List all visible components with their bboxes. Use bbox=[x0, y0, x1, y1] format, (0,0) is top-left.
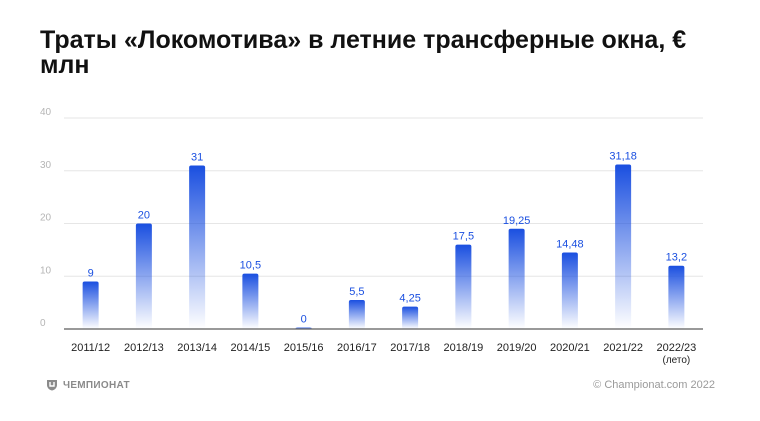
x-tick-label: 2016/17 bbox=[337, 342, 377, 354]
x-tick-sublabel: (лето) bbox=[662, 355, 690, 366]
x-tick-label: 2022/23 bbox=[656, 342, 696, 354]
x-tick-label: 2020/21 bbox=[550, 342, 590, 354]
x-tick-label: 2011/12 bbox=[71, 342, 110, 354]
y-tick-label: 10 bbox=[40, 265, 52, 276]
y-tick-label: 0 bbox=[40, 318, 46, 329]
value-label: 14,48 bbox=[556, 239, 584, 251]
bar bbox=[561, 252, 578, 329]
value-label: 31,18 bbox=[609, 151, 637, 163]
x-tick-label: 2012/13 bbox=[124, 342, 164, 354]
x-tick-label: 2015/16 bbox=[284, 342, 324, 354]
value-label: 0 bbox=[301, 314, 307, 326]
value-label: 5,5 bbox=[349, 286, 364, 298]
value-labels: 9 20 31 10,5 0 5,5 4,25 17,5 19,25 14,48 31,18 13,2 bbox=[88, 151, 688, 326]
bars bbox=[82, 164, 685, 329]
value-label: 17,5 bbox=[453, 231, 474, 243]
x-tick-label: 2013/14 bbox=[177, 342, 217, 354]
y-axis-ticks: 0 10 20 30 40 bbox=[40, 107, 52, 329]
bar bbox=[402, 306, 419, 329]
value-label: 9 bbox=[88, 268, 94, 280]
copyright: © Championat.com 2022 bbox=[593, 379, 715, 391]
x-axis-ticks: 2011/12 2012/13 2013/14 2014/15 2015/16 2016/… bbox=[71, 342, 696, 366]
bar bbox=[242, 273, 259, 329]
value-label: 31 bbox=[191, 151, 203, 163]
bar bbox=[189, 165, 206, 329]
logo-text: ЧЕМПИОНАТ bbox=[63, 379, 130, 391]
x-tick-label: 2021/22 bbox=[603, 342, 643, 354]
x-tick-label: 2017/18 bbox=[390, 342, 430, 354]
bar bbox=[455, 244, 472, 329]
x-tick-label: 2018/19 bbox=[443, 342, 483, 354]
y-tick-label: 20 bbox=[40, 213, 52, 224]
value-label: 19,25 bbox=[503, 215, 531, 227]
bar bbox=[668, 265, 685, 329]
y-tick-label: 40 bbox=[40, 107, 52, 118]
bar bbox=[82, 281, 99, 329]
chart-title: Траты «Локомотива» в летние трансферные … bbox=[40, 26, 687, 79]
x-tick-label: 2019/20 bbox=[497, 342, 537, 354]
bar bbox=[508, 228, 525, 329]
value-label: 10,5 bbox=[240, 260, 261, 272]
shield-icon bbox=[47, 380, 57, 391]
y-tick-label: 30 bbox=[40, 160, 52, 171]
championat-logo: ЧЕМПИОНАТ bbox=[46, 379, 130, 391]
x-tick-label: 2014/15 bbox=[230, 342, 270, 354]
gridlines bbox=[64, 117, 703, 277]
bar bbox=[615, 164, 632, 329]
value-label: 13,2 bbox=[666, 252, 687, 264]
bar bbox=[348, 299, 365, 329]
value-label: 4,25 bbox=[399, 293, 420, 305]
value-label: 20 bbox=[138, 210, 150, 222]
bar bbox=[135, 223, 152, 329]
